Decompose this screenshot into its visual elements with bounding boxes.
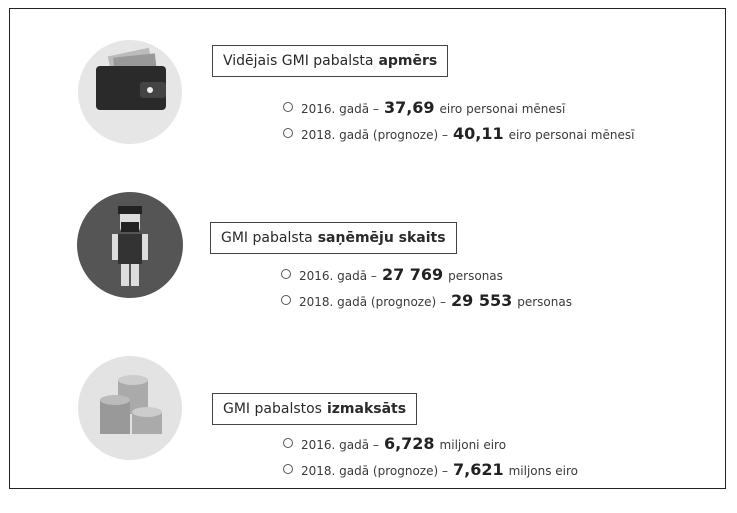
- wallet-icon: [78, 40, 182, 144]
- item-value: 6,728: [384, 434, 435, 453]
- item-suffix: miljons eiro: [509, 464, 578, 478]
- item-prefix: 2016. gadā –: [299, 269, 377, 283]
- heading-bold: izmaksāts: [327, 401, 406, 417]
- bullet: [281, 269, 291, 279]
- heading-text: GMI pabalsta: [221, 230, 313, 246]
- item-suffix: personas: [448, 269, 503, 283]
- item-prefix: 2018. gadā (prognoze) –: [299, 295, 446, 309]
- section-heading: Vidējais GMI pabalsta apmērs: [212, 45, 448, 77]
- bullet: [283, 128, 293, 138]
- bullet: [283, 464, 293, 474]
- list-item: 2018. gadā (prognoze) – 40,11 eiro persona…: [283, 124, 634, 145]
- item-value: 7,621: [453, 460, 504, 479]
- bullet: [281, 295, 291, 305]
- list-item: 2018. gadā (prognoze) – 7,621 miljons eiro: [283, 460, 578, 481]
- section-heading: GMI pabalsta saņēmēju skaits: [210, 222, 457, 254]
- item-value: 40,11: [453, 124, 504, 143]
- item-prefix: 2016. gadā –: [301, 438, 379, 452]
- item-prefix: 2018. gadā (prognoze) –: [301, 128, 448, 142]
- heading-bold: saņēmēju skaits: [318, 230, 446, 246]
- bullet: [283, 438, 293, 448]
- item-value: 37,69: [384, 98, 435, 117]
- item-suffix: eiro personai mēnesī: [440, 102, 566, 116]
- item-prefix: 2016. gadā –: [301, 102, 379, 116]
- heading-text: Vidējais GMI pabalsta: [223, 53, 373, 69]
- coins-icon: [78, 356, 182, 460]
- list-item: 2016. gadā – 37,69 eiro personai mēnesī: [283, 98, 565, 119]
- item-value: 29 553: [451, 291, 512, 310]
- heading-text: GMI pabalstos: [223, 401, 322, 417]
- section-heading: GMI pabalstos izmaksāts: [212, 393, 417, 425]
- item-value: 27 769: [382, 265, 443, 284]
- item-suffix: personas: [517, 295, 572, 309]
- list-item: 2018. gadā (prognoze) – 29 553 personas: [281, 291, 572, 312]
- item-suffix: miljoni eiro: [440, 438, 507, 452]
- page: {"sections": [ {"heading": {"text": "Vid…: [0, 0, 737, 513]
- item-prefix: 2018. gadā (prognoze) –: [301, 464, 448, 478]
- list-item: 2016. gadā – 27 769 personas: [281, 265, 503, 286]
- item-suffix: eiro personai mēnesī: [509, 128, 635, 142]
- list-item: 2016. gadā – 6,728 miljoni eiro: [283, 434, 506, 455]
- heading-bold: apmērs: [378, 53, 437, 69]
- bullet: [283, 102, 293, 112]
- person-icon: [77, 192, 183, 298]
